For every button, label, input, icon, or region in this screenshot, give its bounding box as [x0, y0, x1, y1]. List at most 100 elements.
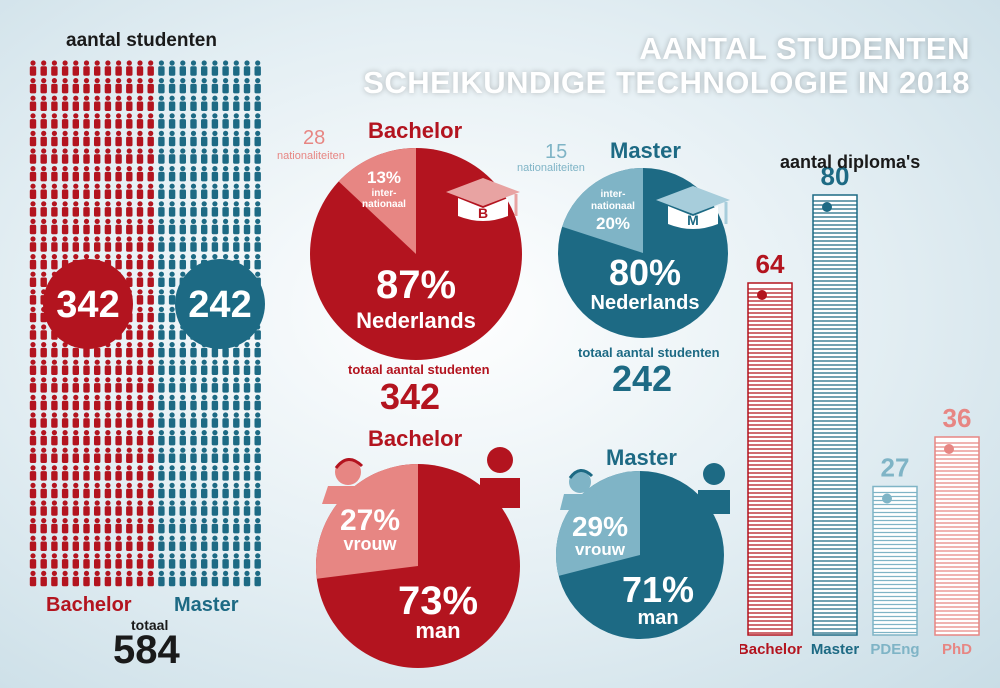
person-icon [243, 482, 251, 499]
person-icon [243, 570, 251, 587]
person-icon [51, 60, 58, 76]
person-icon [222, 394, 229, 411]
person-icon [168, 236, 176, 252]
person-icon [115, 359, 122, 375]
person-icon [222, 377, 229, 393]
person-icon [126, 183, 133, 199]
person-icon [40, 130, 47, 147]
person-icon [51, 465, 58, 481]
person-icon [190, 518, 197, 534]
person-icon [190, 500, 197, 516]
person-icon [51, 482, 58, 499]
person-icon [29, 500, 37, 516]
person-icon [72, 535, 79, 551]
person-icon [136, 95, 144, 111]
person-icon [254, 430, 261, 446]
person-icon [72, 553, 79, 569]
person-icon [222, 236, 229, 252]
person-icon [254, 465, 261, 481]
person-icon [126, 447, 133, 463]
person-icon [254, 570, 261, 587]
person-icon [179, 465, 186, 481]
bachelor-gender-heading: Bachelor [368, 426, 463, 451]
person-icon [158, 359, 165, 375]
diploma-chart: 64 Bachelor 80 Master 27 PDEng 36 PhD aantal dip… [738, 150, 990, 665]
master-dutch-pct: 80% [609, 252, 681, 293]
bachelor-total-label: totaal aantal studenten [348, 362, 490, 377]
person-icon [147, 289, 154, 305]
person-icon [136, 359, 144, 375]
seal-icon [822, 202, 832, 212]
person-icon [158, 412, 165, 428]
person-icon [190, 183, 197, 199]
bachelor-dutch-label: Nederlands [356, 308, 476, 333]
person-icon [158, 201, 165, 217]
person-icon [115, 447, 122, 463]
person-icon [83, 201, 90, 217]
master-gender-pie: 29% vrouw 71% man [550, 460, 750, 665]
seal-icon [944, 444, 954, 454]
person-icon [158, 324, 165, 340]
person-icon [83, 535, 90, 551]
person-icon [136, 306, 144, 323]
person-icon [94, 60, 101, 76]
person-icon [201, 148, 208, 164]
person-icon [115, 113, 122, 129]
person-icon [147, 324, 154, 340]
person-icon [61, 236, 69, 252]
person-icon [104, 60, 112, 76]
bachelor-men-label: man [415, 618, 460, 643]
person-icon [29, 218, 37, 235]
person-icon [136, 60, 144, 76]
person-icon [147, 430, 154, 446]
person-icon [201, 95, 208, 111]
person-icon [104, 430, 112, 446]
bachelor-cap-letter: B [478, 205, 488, 221]
person-icon [104, 465, 112, 481]
total-value: 584 [113, 628, 180, 672]
person-icon [233, 394, 240, 411]
person-icon [254, 183, 261, 199]
person-icon [254, 60, 261, 76]
person-icon [158, 482, 165, 499]
person-icon [233, 377, 240, 393]
person-icon [104, 236, 112, 252]
diploma-bar-phd [934, 436, 980, 636]
person-icon [201, 78, 208, 94]
person-icon [233, 60, 240, 76]
person-icon [158, 254, 165, 270]
person-icon [211, 482, 219, 499]
bar-value-label: 80 [821, 161, 850, 191]
person-icon [147, 271, 154, 287]
person-icon [115, 166, 122, 182]
person-icon [94, 359, 101, 375]
person-icon [211, 236, 219, 252]
pie-slice-women [315, 464, 418, 579]
person-icon [40, 465, 47, 481]
person-icon [72, 183, 79, 199]
person-icon [190, 447, 197, 463]
person-icon [158, 78, 165, 94]
person-icon [168, 359, 176, 375]
person-icon [136, 113, 144, 129]
person-icon [254, 359, 261, 375]
master-nat-count: 15 [545, 141, 568, 163]
person-icon [104, 482, 112, 499]
person-icon [61, 95, 69, 111]
person-icon [72, 95, 79, 111]
person-icon [136, 535, 144, 551]
person-icon [179, 570, 186, 587]
person-icon [115, 430, 122, 446]
person-icon [147, 60, 154, 76]
bar-value-label: 27 [881, 453, 910, 483]
person-icon [201, 201, 208, 217]
person-icon [254, 394, 261, 411]
person-icon [158, 218, 165, 235]
person-icon [179, 377, 186, 393]
person-icon [158, 518, 165, 534]
person-icon [233, 148, 240, 164]
person-icon [51, 430, 58, 446]
person-icon [40, 342, 47, 358]
person-icon [29, 271, 37, 287]
person-icon [83, 148, 90, 164]
